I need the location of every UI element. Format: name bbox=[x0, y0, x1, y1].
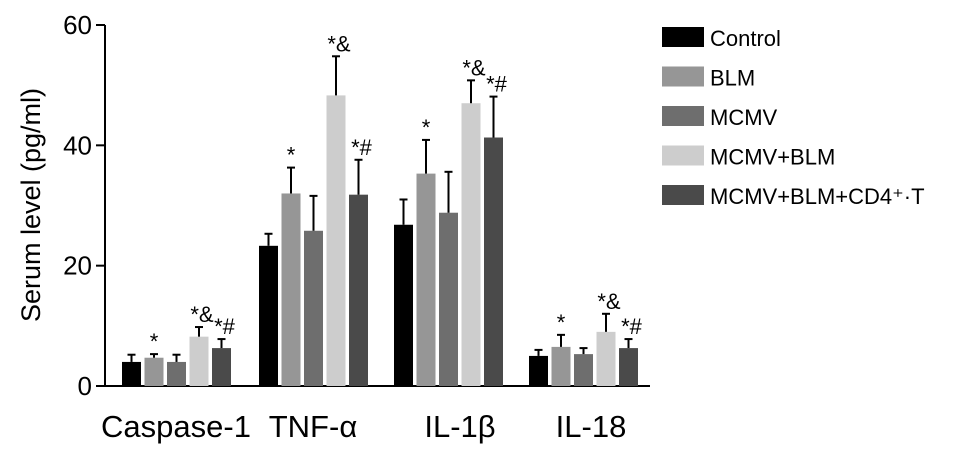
significance-mark: * bbox=[287, 143, 296, 168]
significance-mark: *# bbox=[486, 72, 508, 97]
bar bbox=[349, 194, 368, 386]
significance-mark: * bbox=[422, 115, 431, 140]
significance-mark: *& bbox=[597, 289, 621, 314]
significance-mark: *& bbox=[190, 302, 214, 327]
x-tick-label: TNF-α bbox=[269, 409, 358, 444]
x-tick-label: IL-1β bbox=[424, 409, 495, 444]
bar bbox=[439, 212, 458, 386]
legend-label: Control bbox=[710, 26, 781, 51]
bar bbox=[551, 346, 571, 386]
y-tick-label: 40 bbox=[63, 130, 92, 160]
legend-label: MCMV+BLM+CD4⁺·T bbox=[710, 184, 925, 209]
bar bbox=[326, 95, 346, 387]
significance-mark: * bbox=[557, 310, 566, 335]
significance-mark: *& bbox=[462, 55, 486, 80]
bar bbox=[394, 224, 413, 386]
bar bbox=[529, 355, 548, 386]
legend: Control BLM MCMV MCMV+BLM MCMV+BLM+CD4⁺·T bbox=[662, 26, 925, 209]
legend-swatch bbox=[662, 185, 704, 205]
bar bbox=[212, 348, 231, 386]
y-tick-label: 20 bbox=[63, 251, 92, 281]
significance-mark: *# bbox=[214, 314, 236, 339]
bar bbox=[281, 193, 301, 386]
bar bbox=[259, 245, 278, 386]
significance-mark: *# bbox=[621, 314, 643, 339]
y-tick-label: 0 bbox=[78, 371, 92, 401]
legend-swatch bbox=[662, 106, 704, 126]
bar bbox=[122, 361, 141, 386]
legend-swatch bbox=[662, 27, 704, 47]
legend-label: MCMV+BLM bbox=[710, 145, 835, 170]
significance-mark: *& bbox=[327, 31, 351, 56]
y-tick-label: 60 bbox=[63, 10, 92, 40]
bar bbox=[619, 348, 638, 386]
bar bbox=[484, 137, 503, 386]
legend-swatch bbox=[662, 145, 704, 166]
legend-label: MCMV bbox=[710, 105, 778, 130]
bar bbox=[144, 357, 164, 386]
bar bbox=[461, 103, 481, 386]
bar bbox=[167, 361, 186, 386]
bar bbox=[574, 354, 593, 386]
x-tick-label: Caspase-1 bbox=[101, 409, 251, 444]
bar bbox=[596, 331, 616, 386]
x-tick-label: IL-18 bbox=[556, 409, 627, 444]
significance-mark: * bbox=[150, 329, 159, 354]
bar bbox=[416, 173, 436, 386]
legend-label: BLM bbox=[710, 66, 755, 91]
bar bbox=[304, 230, 323, 386]
y-axis-label: Serum level (pg/ml) bbox=[16, 88, 46, 322]
legend-swatch bbox=[662, 66, 704, 87]
significance-mark: *# bbox=[351, 135, 373, 160]
bar bbox=[189, 336, 209, 386]
